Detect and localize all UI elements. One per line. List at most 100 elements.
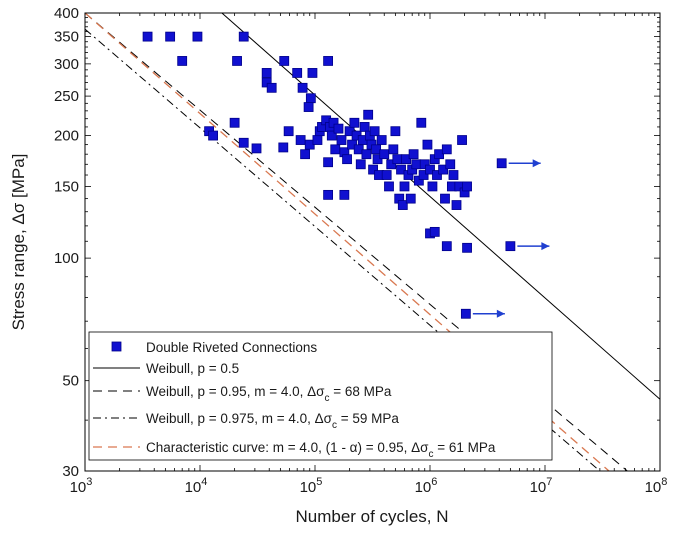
data-point bbox=[462, 242, 472, 253]
data-point bbox=[251, 143, 262, 154]
y-axis-label: Stress range, Δσ [MPa] bbox=[9, 154, 28, 331]
data-point bbox=[376, 135, 387, 145]
data-point bbox=[292, 68, 303, 78]
y-axis-ticks: 30 50 100 150 200 250 300 350 400 bbox=[54, 5, 660, 480]
data-point bbox=[432, 170, 442, 180]
data-point bbox=[460, 308, 471, 319]
data-point bbox=[369, 126, 380, 137]
data-point bbox=[390, 126, 401, 137]
x-tick-label: 105 bbox=[300, 476, 323, 496]
data-point bbox=[408, 149, 419, 160]
data-point bbox=[368, 164, 378, 175]
data-point bbox=[462, 181, 472, 192]
data-point bbox=[238, 31, 249, 42]
data-point bbox=[429, 226, 440, 237]
data-point bbox=[307, 68, 318, 78]
x-tick-label: 108 bbox=[645, 476, 668, 496]
y-tick-label: 250 bbox=[54, 88, 79, 105]
data-point bbox=[397, 200, 408, 210]
data-point bbox=[349, 117, 360, 128]
legend-label: Weibull, p = 0.95, m = 4.0, Δσc = 68 MPa bbox=[146, 384, 392, 404]
y-tick-label: 50 bbox=[62, 373, 79, 390]
data-point bbox=[411, 159, 422, 170]
data-point bbox=[326, 130, 337, 141]
data-point bbox=[323, 157, 334, 168]
data-point bbox=[392, 154, 403, 165]
y-tick-label: 30 bbox=[62, 463, 79, 480]
data-point bbox=[333, 123, 344, 134]
data-point bbox=[261, 77, 272, 88]
data-point bbox=[379, 149, 390, 160]
y-tick-label: 100 bbox=[54, 250, 79, 267]
data-point bbox=[355, 159, 366, 170]
y-tick-label: 300 bbox=[54, 56, 79, 73]
data-point bbox=[384, 181, 394, 192]
data-point bbox=[266, 82, 277, 93]
data-point bbox=[323, 189, 334, 200]
data-point bbox=[336, 135, 347, 145]
data-point bbox=[297, 82, 308, 93]
x-tick-label: 106 bbox=[415, 476, 438, 496]
y-tick-label: 200 bbox=[54, 128, 79, 145]
x-tick-label: 107 bbox=[530, 476, 553, 496]
data-points bbox=[142, 31, 516, 319]
data-point bbox=[445, 159, 456, 170]
runout-arrow bbox=[472, 309, 505, 318]
data-point bbox=[363, 109, 374, 120]
plot-frame bbox=[84, 12, 661, 472]
data-point bbox=[372, 154, 383, 165]
data-point bbox=[361, 149, 372, 160]
fit-line-4 bbox=[85, 13, 610, 471]
data-point bbox=[192, 31, 203, 42]
data-point bbox=[440, 193, 450, 204]
data-point bbox=[418, 170, 429, 180]
legend-label: Double Riveted Connections bbox=[146, 340, 317, 355]
data-point bbox=[359, 122, 370, 132]
data-point bbox=[405, 193, 416, 204]
data-point bbox=[303, 102, 314, 112]
data-point bbox=[396, 164, 406, 175]
runout-arrows bbox=[472, 159, 550, 318]
data-point bbox=[427, 181, 438, 192]
data-point bbox=[305, 93, 316, 104]
data-point bbox=[386, 159, 397, 170]
legend-entry-1: Double Riveted Connections bbox=[111, 340, 317, 355]
data-point bbox=[295, 135, 306, 145]
data-point bbox=[142, 31, 153, 42]
y-tick-label: 400 bbox=[54, 5, 79, 22]
data-point bbox=[457, 135, 467, 145]
data-point bbox=[261, 68, 272, 78]
legend-label: Weibull, p = 0.975, m = 4.0, Δσc = 59 MP… bbox=[146, 411, 399, 431]
data-point bbox=[312, 135, 323, 145]
data-point bbox=[451, 200, 462, 210]
x-tick-label: 103 bbox=[70, 476, 93, 496]
data-point bbox=[339, 189, 350, 200]
data-point bbox=[399, 181, 410, 192]
data-point bbox=[388, 144, 399, 155]
data-point bbox=[441, 144, 452, 155]
data-point bbox=[232, 56, 242, 66]
data-point bbox=[419, 159, 430, 170]
data-point bbox=[505, 241, 516, 252]
legend-entry-5: Characteristic curve: m = 4.0, (1 - α) =… bbox=[93, 440, 496, 460]
x-tick-label: 104 bbox=[185, 476, 208, 496]
data-point bbox=[425, 164, 435, 175]
data-point bbox=[422, 139, 433, 150]
data-point bbox=[283, 126, 294, 137]
data-point bbox=[342, 154, 352, 165]
legend-label: Weibull, p = 0.5 bbox=[146, 361, 239, 376]
legend-entry-3: Weibull, p = 0.95, m = 4.0, Δσc = 68 MPa bbox=[93, 384, 392, 404]
data-point bbox=[208, 130, 219, 141]
data-point bbox=[177, 56, 188, 66]
legend-marker bbox=[111, 341, 122, 352]
legend-entry-4: Weibull, p = 0.975, m = 4.0, Δσc = 59 MP… bbox=[93, 411, 399, 431]
legend-entry-2: Weibull, p = 0.5 bbox=[93, 361, 239, 376]
data-point bbox=[278, 142, 289, 153]
data-point bbox=[165, 31, 176, 42]
data-point bbox=[416, 117, 427, 128]
y-tick-label: 150 bbox=[54, 178, 79, 195]
data-point bbox=[323, 56, 334, 66]
x-axis-ticks: 103 104 105 106 107 108 bbox=[70, 13, 668, 496]
data-point bbox=[448, 170, 459, 180]
